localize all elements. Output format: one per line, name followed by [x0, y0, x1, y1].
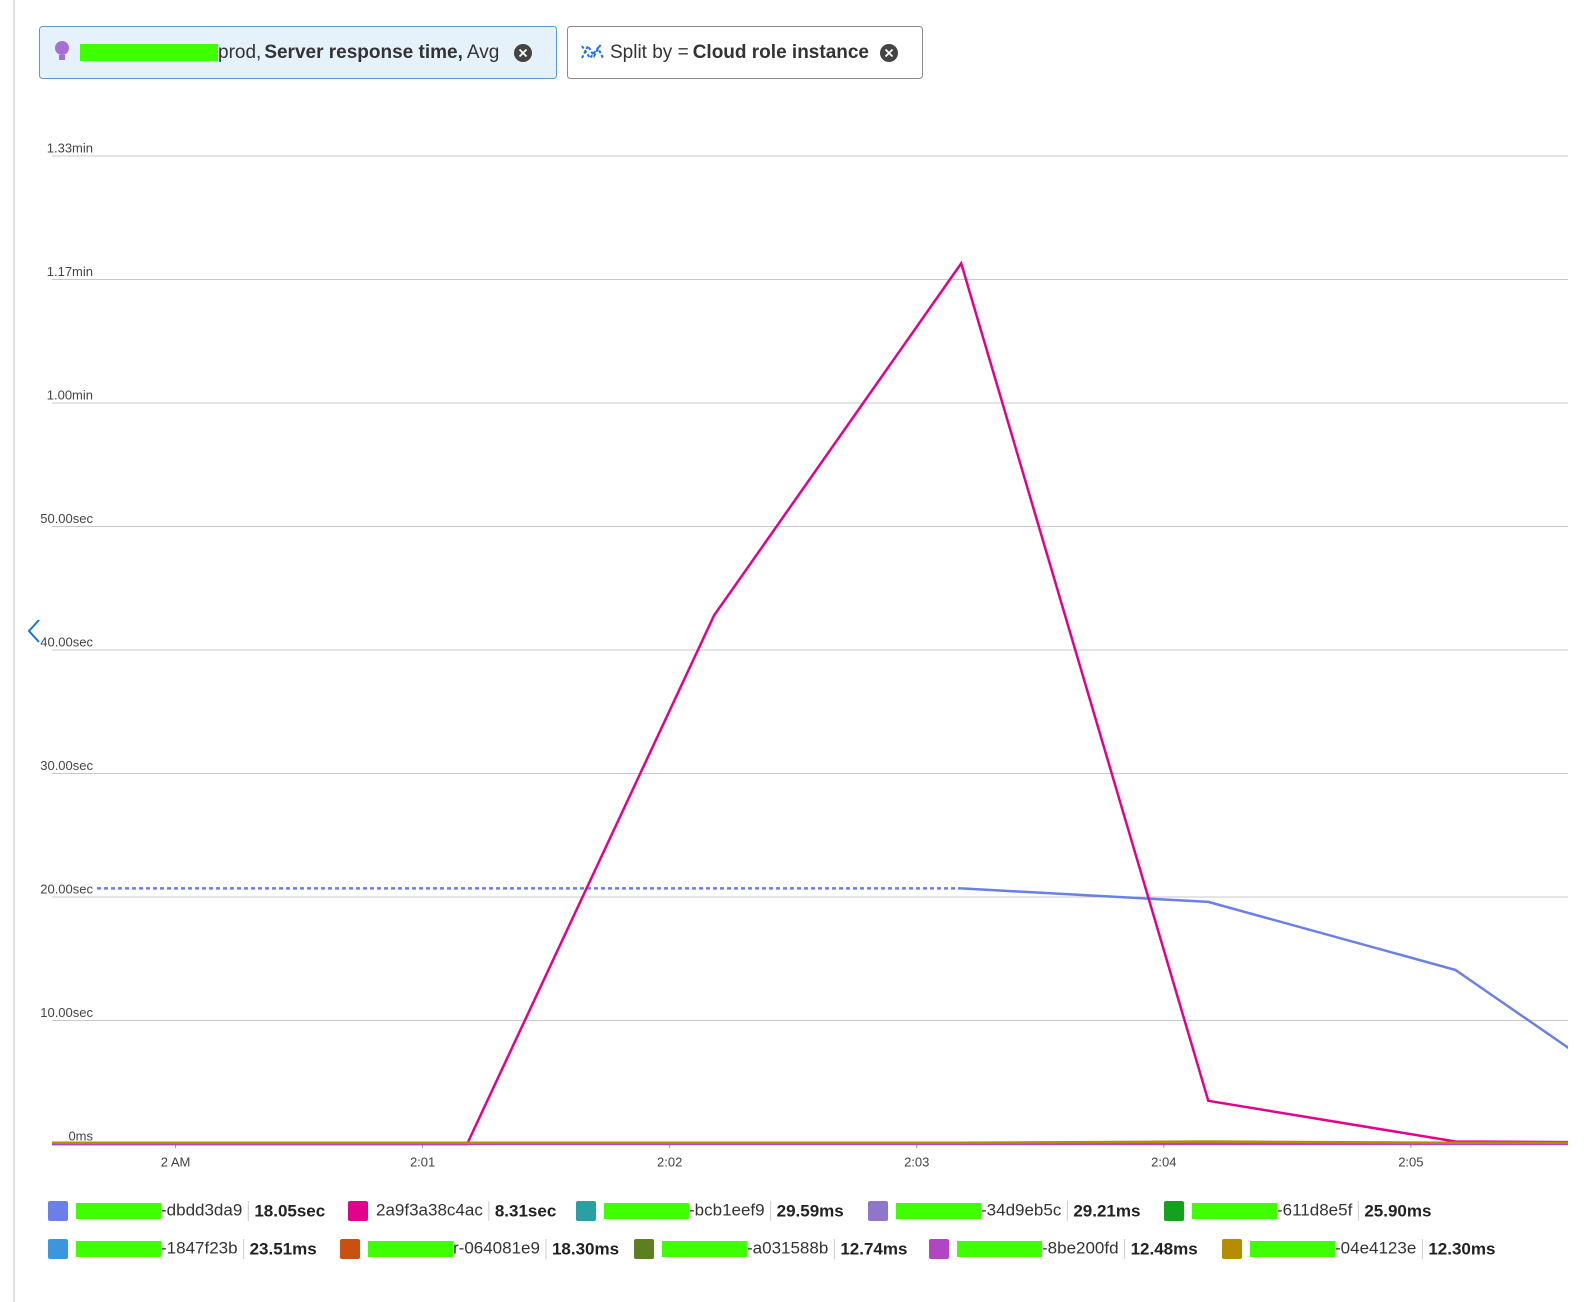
grid: 0ms 10.00sec 20.00sec 30.00sec 40.00sec 50.00…	[40, 140, 1568, 1169]
x-tick-label: 2:04	[1151, 1154, 1176, 1169]
legend-value: 12.30ms	[1428, 1239, 1495, 1258]
series-line	[52, 1140, 1568, 1145]
legend-swatch	[1164, 1201, 1184, 1221]
x-tick-label: 2:01	[410, 1154, 435, 1169]
resource-name: prod,	[218, 42, 261, 63]
redaction	[368, 1241, 453, 1257]
x-tick-label: 2:02	[657, 1154, 682, 1169]
legend-value: 8.31sec	[495, 1201, 556, 1220]
y-tick-label: 1.17min	[47, 264, 93, 279]
legend-swatch	[348, 1201, 368, 1221]
redaction	[604, 1203, 689, 1219]
legend-swatch	[340, 1239, 360, 1259]
series-line	[52, 260, 1568, 1146]
remove-split-x	[884, 48, 894, 58]
redaction	[1192, 1203, 1277, 1219]
y-tick-label: 50.00sec	[40, 511, 93, 526]
legend-item[interactable]: -04e4123e 12.30ms	[1222, 1238, 1495, 1259]
remove-metric-x	[518, 48, 528, 58]
scroll-left-arrow[interactable]	[27, 619, 40, 643]
metric-pill[interactable]: prod, Server response time, Avg	[39, 26, 557, 79]
legend-name: -a031588b	[747, 1238, 828, 1257]
legend-swatch	[576, 1201, 596, 1221]
legend-name: -04e4123e	[1335, 1238, 1416, 1257]
split-icon	[581, 43, 604, 60]
legend-item[interactable]: -34d9eb5c 29.21ms	[868, 1200, 1140, 1221]
legend-item[interactable]: -1847f23b 23.51ms	[48, 1238, 317, 1259]
redaction	[76, 1203, 161, 1219]
resource-icon-base	[59, 55, 65, 60]
redaction	[896, 1203, 981, 1219]
redaction	[1250, 1241, 1335, 1257]
legend-name: -8be200fd	[1042, 1238, 1119, 1257]
resource-icon	[55, 41, 69, 55]
legend-name: r-064081e9	[453, 1238, 540, 1257]
split-text: Split by = Cloud role instance	[610, 42, 869, 63]
aggregation: Avg	[467, 42, 499, 63]
legend-item[interactable]: -bcb1eef9 29.59ms	[576, 1200, 844, 1221]
legend-value: 25.90ms	[1364, 1201, 1431, 1220]
legend-item[interactable]: -8be200fd 12.48ms	[929, 1238, 1198, 1259]
legend-swatch	[868, 1201, 888, 1221]
redaction	[76, 1241, 161, 1257]
y-tick-label: 10.00sec	[40, 1005, 93, 1020]
legend-item[interactable]: -dbdd3da9 18.05sec	[48, 1200, 325, 1221]
legend-item[interactable]: -a031588b 12.74ms	[634, 1238, 907, 1259]
redaction	[662, 1241, 747, 1257]
legend-item[interactable]: r-064081e9 18.30ms	[340, 1238, 619, 1259]
x-tick-label: 2:05	[1398, 1154, 1423, 1169]
x-tick-label: 2:03	[904, 1154, 929, 1169]
legend-swatch	[1222, 1239, 1242, 1259]
x-tick-label: 2 AM	[161, 1154, 191, 1169]
series-line	[961, 887, 1568, 1050]
redaction	[957, 1241, 1042, 1257]
y-tick-label: 30.00sec	[40, 758, 93, 773]
redaction	[80, 44, 218, 61]
metric-name: Server response time,	[264, 42, 463, 63]
legend-name: -bcb1eef9	[689, 1200, 765, 1219]
split-pill-bg[interactable]	[567, 26, 923, 79]
plot-area	[52, 260, 1568, 1146]
legend-name: -dbdd3da9	[161, 1200, 242, 1219]
legend-value: 18.05sec	[254, 1201, 325, 1220]
legend-name: 2a9f3a38c4ac	[376, 1200, 483, 1219]
metric-text: prod, Server response time, Avg	[218, 42, 499, 63]
y-tick-label: 40.00sec	[40, 634, 93, 649]
y-tick-label: 1.00min	[47, 387, 93, 402]
split-label: Split by =	[610, 42, 689, 63]
legend-name: -611d8e5f	[1277, 1200, 1353, 1219]
y-tick-label: 20.00sec	[40, 881, 93, 896]
legend-name: -1847f23b	[161, 1238, 238, 1257]
legend-value: 29.21ms	[1073, 1201, 1140, 1220]
legend-item[interactable]: -611d8e5f 25.90ms	[1164, 1200, 1431, 1221]
legend-swatch	[634, 1239, 654, 1259]
legend-swatch	[48, 1239, 68, 1259]
legend-swatch	[929, 1239, 949, 1259]
legend-value: 12.48ms	[1131, 1239, 1198, 1258]
legend-name: -34d9eb5c	[981, 1200, 1062, 1219]
metric-pill-bg[interactable]	[39, 26, 557, 79]
legend-value: 23.51ms	[250, 1239, 317, 1258]
legend-value: 12.74ms	[840, 1239, 907, 1258]
legend-value: 29.59ms	[777, 1201, 844, 1220]
legend-item[interactable]: 2a9f3a38c4ac 8.31sec	[348, 1200, 556, 1221]
split-value: Cloud role instance	[693, 42, 869, 63]
y-tick-label: 1.33min	[47, 140, 93, 155]
legend: -dbdd3da9 18.05sec 2a9f3a38c4ac 8.31sec -bcb…	[48, 1200, 1495, 1259]
legend-value: 18.30ms	[552, 1239, 619, 1258]
split-pill[interactable]: Split by = Cloud role instance	[567, 26, 923, 79]
legend-swatch	[48, 1201, 68, 1221]
y-tick-label: 0ms	[68, 1128, 93, 1143]
